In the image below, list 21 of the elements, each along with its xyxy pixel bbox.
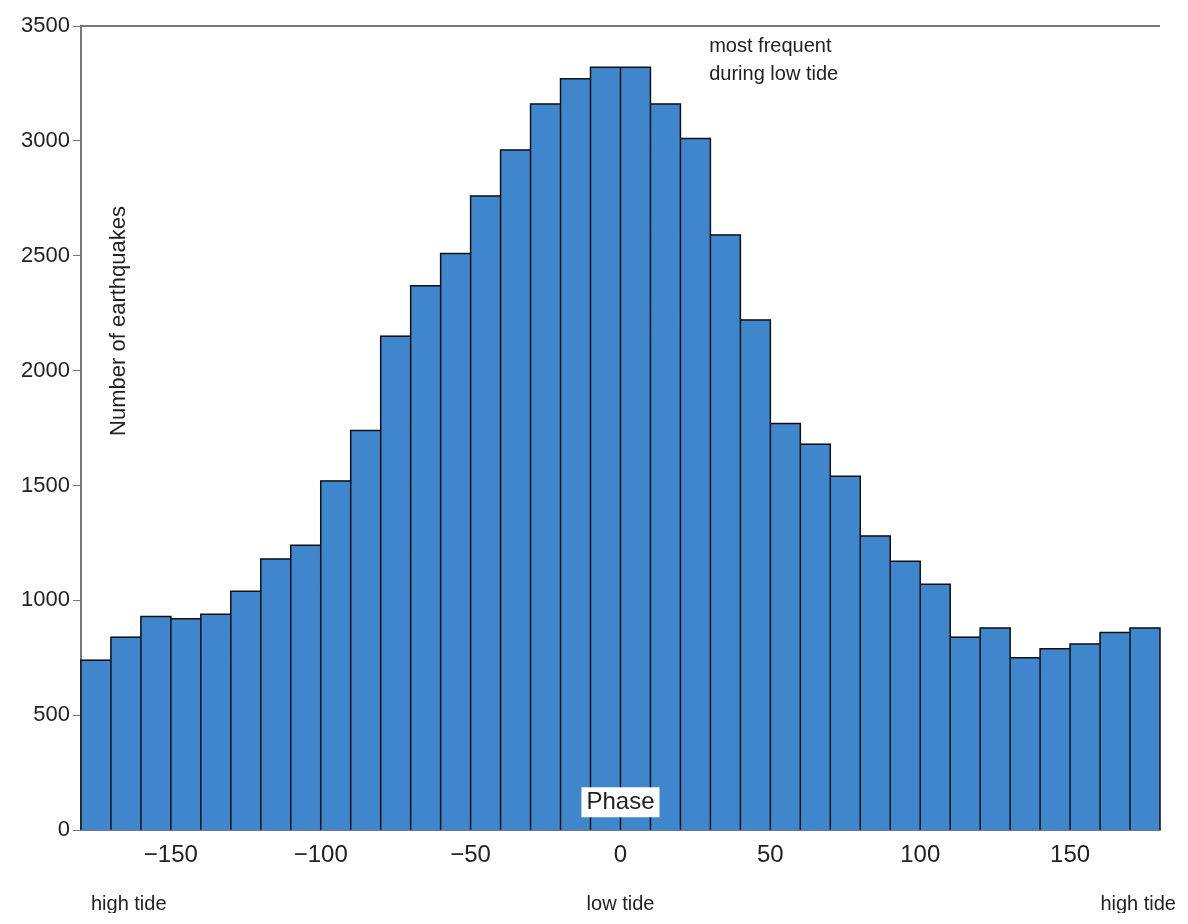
y-tick-label: 0 bbox=[57, 816, 70, 842]
x-tick-label: −150 bbox=[143, 840, 198, 868]
y-tick-label: 2500 bbox=[20, 241, 70, 267]
x-tick-label: 50 bbox=[756, 840, 784, 868]
x-tick-label: 100 bbox=[900, 840, 941, 868]
x-tick-label: −50 bbox=[450, 840, 491, 868]
y-tick-label: 3500 bbox=[20, 12, 70, 38]
text: high tide bbox=[1100, 891, 1176, 914]
text: low tide bbox=[586, 891, 655, 914]
annotation: most frequent during low tide bbox=[709, 33, 839, 84]
y-tick-label: 1000 bbox=[20, 586, 70, 612]
y-tick-label: 3000 bbox=[20, 126, 70, 152]
x-tick-label: 150 bbox=[1050, 840, 1091, 868]
y-tick-label: 2000 bbox=[20, 356, 70, 382]
text: high tide bbox=[90, 891, 167, 914]
y-tick-label: 1500 bbox=[20, 471, 70, 497]
y-tick-label: 500 bbox=[33, 701, 70, 727]
x-axis-title: Phase bbox=[586, 786, 655, 814]
y-axis-title: Number of earthquakes bbox=[105, 206, 130, 436]
x-tick-label: 0 bbox=[613, 840, 628, 868]
x-tick-label: −100 bbox=[293, 840, 348, 868]
